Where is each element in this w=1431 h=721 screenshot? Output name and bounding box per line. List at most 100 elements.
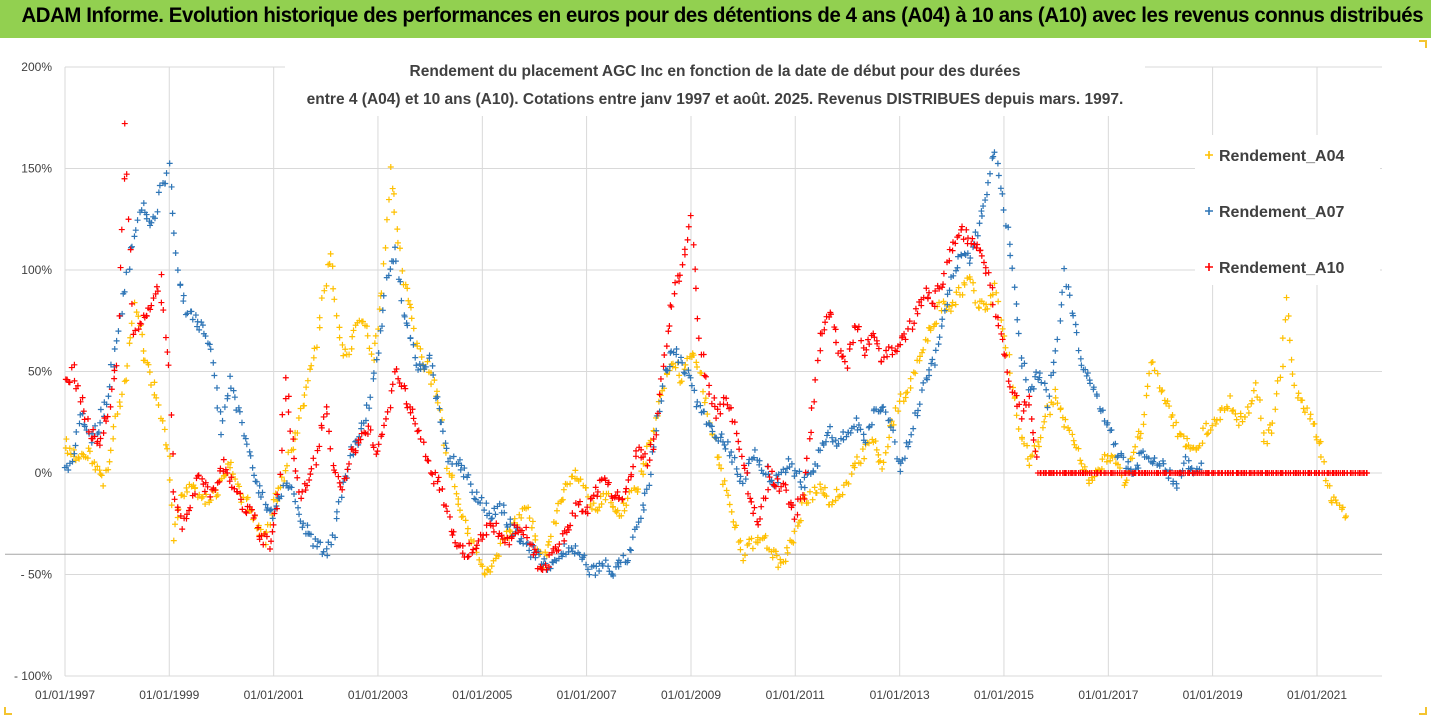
data-point (775, 564, 782, 571)
data-point (179, 526, 186, 533)
data-point (623, 502, 630, 509)
data-point (989, 291, 996, 298)
data-point (250, 514, 257, 521)
data-point (528, 524, 535, 531)
data-point (436, 405, 443, 412)
data-point (436, 487, 443, 494)
data-point (329, 263, 336, 270)
data-point (868, 421, 875, 428)
data-point (1016, 401, 1023, 408)
data-point (134, 217, 141, 224)
data-point (370, 370, 377, 377)
data-point (882, 449, 889, 456)
data-point (299, 524, 306, 531)
data-point (336, 324, 343, 331)
data-point (900, 398, 907, 405)
data-point (760, 470, 767, 477)
data-point (733, 522, 740, 529)
data-point (916, 401, 923, 408)
data-point (1185, 442, 1192, 449)
data-point (285, 393, 292, 400)
data-point (1059, 289, 1066, 296)
data-point (145, 361, 152, 368)
data-point (553, 520, 559, 527)
data-point (394, 239, 401, 246)
data-point (549, 549, 556, 556)
data-point (364, 332, 371, 339)
data-point (1021, 440, 1027, 447)
data-point (1114, 461, 1121, 468)
data-point (911, 320, 918, 327)
data-point (160, 307, 167, 314)
data-point (380, 260, 387, 267)
data-point (204, 483, 211, 490)
data-point (1035, 443, 1042, 450)
data-point (148, 382, 155, 389)
data-point (453, 490, 460, 497)
data-point (131, 299, 138, 306)
chart-title-line-2: entre 4 (A04) et 10 ans (A10). Cotations… (307, 91, 1124, 108)
data-point (1099, 407, 1106, 414)
data-point (76, 420, 83, 427)
data-point (415, 427, 422, 434)
data-point (817, 447, 824, 454)
data-point (396, 245, 403, 252)
data-point (249, 464, 256, 471)
data-point (1006, 241, 1013, 248)
data-point (1286, 337, 1293, 344)
data-point (747, 495, 754, 502)
data-point (840, 353, 847, 360)
data-point (481, 571, 488, 578)
data-point (690, 241, 697, 248)
data-point (113, 362, 120, 369)
data-point (968, 240, 975, 247)
legend-label-Rendement_A04: Rendement_A04 (1219, 148, 1344, 165)
data-point (918, 387, 925, 394)
data-point (63, 436, 70, 443)
data-point (708, 423, 715, 430)
data-point (97, 406, 104, 413)
data-point (819, 330, 826, 337)
data-point (1011, 284, 1018, 291)
data-point (976, 305, 983, 312)
data-point (304, 377, 311, 384)
data-point (1260, 429, 1267, 436)
data-point (643, 443, 650, 450)
data-point (147, 222, 154, 229)
data-point (498, 532, 505, 539)
data-point (390, 190, 397, 197)
data-point (218, 431, 225, 438)
data-point (313, 344, 320, 351)
series-Rendement_A10 (62, 120, 1370, 573)
data-point (1050, 369, 1057, 376)
data-point (782, 558, 789, 565)
data-point (374, 448, 381, 455)
data-point (410, 341, 417, 348)
data-point (98, 472, 105, 479)
data-point (633, 524, 640, 531)
data-point (794, 511, 801, 518)
data-point (1164, 398, 1171, 405)
data-point (785, 455, 792, 462)
data-point (282, 467, 289, 474)
data-point (1019, 435, 1026, 442)
data-point (469, 549, 476, 556)
data-point (1207, 426, 1214, 433)
data-point (189, 316, 196, 323)
chart-title-line-1: Rendement du placement AGC Inc en foncti… (410, 63, 1021, 80)
data-point (430, 480, 437, 487)
data-point (561, 537, 568, 544)
data-point (944, 301, 951, 308)
data-point (401, 382, 408, 389)
data-point (153, 283, 160, 290)
data-point (414, 343, 421, 350)
data-point (1148, 359, 1155, 366)
data-point (999, 190, 1006, 197)
data-point (287, 428, 294, 435)
legend-label-Rendement_A07: Rendement_A07 (1219, 204, 1344, 221)
data-point (387, 404, 394, 411)
data-point (1159, 387, 1166, 394)
data-point (94, 463, 101, 470)
data-point (688, 382, 695, 389)
